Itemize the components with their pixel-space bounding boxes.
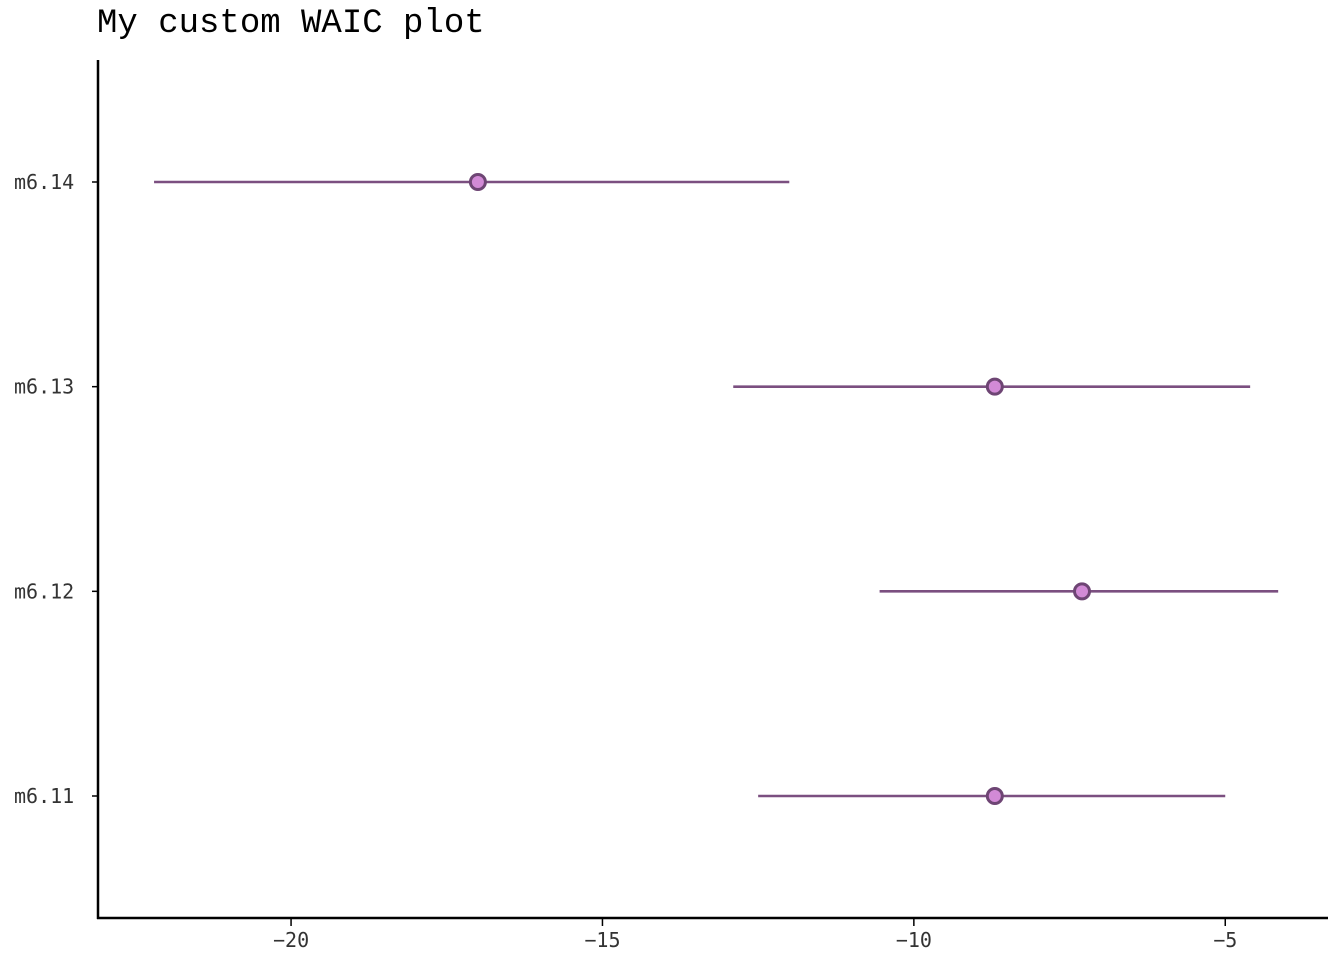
x-axis-ticks: −20 −15 −10 −5 (273, 918, 1237, 952)
estimate-point (985, 377, 1004, 396)
y-tick-label: m6.11 (14, 784, 74, 808)
x-tick-label: −15 (584, 928, 620, 952)
y-tick-label: m6.12 (14, 579, 74, 603)
y-axis-labels: m6.11 m6.12 m6.13 m6.14 (14, 170, 98, 808)
x-tick-label: −10 (896, 928, 932, 952)
estimate-point (468, 173, 487, 191)
chart-marks (154, 173, 1279, 805)
y-tick-label: m6.13 (14, 375, 74, 399)
x-tick-label: −20 (273, 928, 309, 952)
chart-title: My custom WAIC plot (97, 5, 485, 43)
x-tick-label: −5 (1213, 928, 1237, 952)
y-tick-label: m6.14 (14, 170, 74, 194)
estimate-point (985, 787, 1004, 805)
estimate-point (1073, 582, 1091, 601)
